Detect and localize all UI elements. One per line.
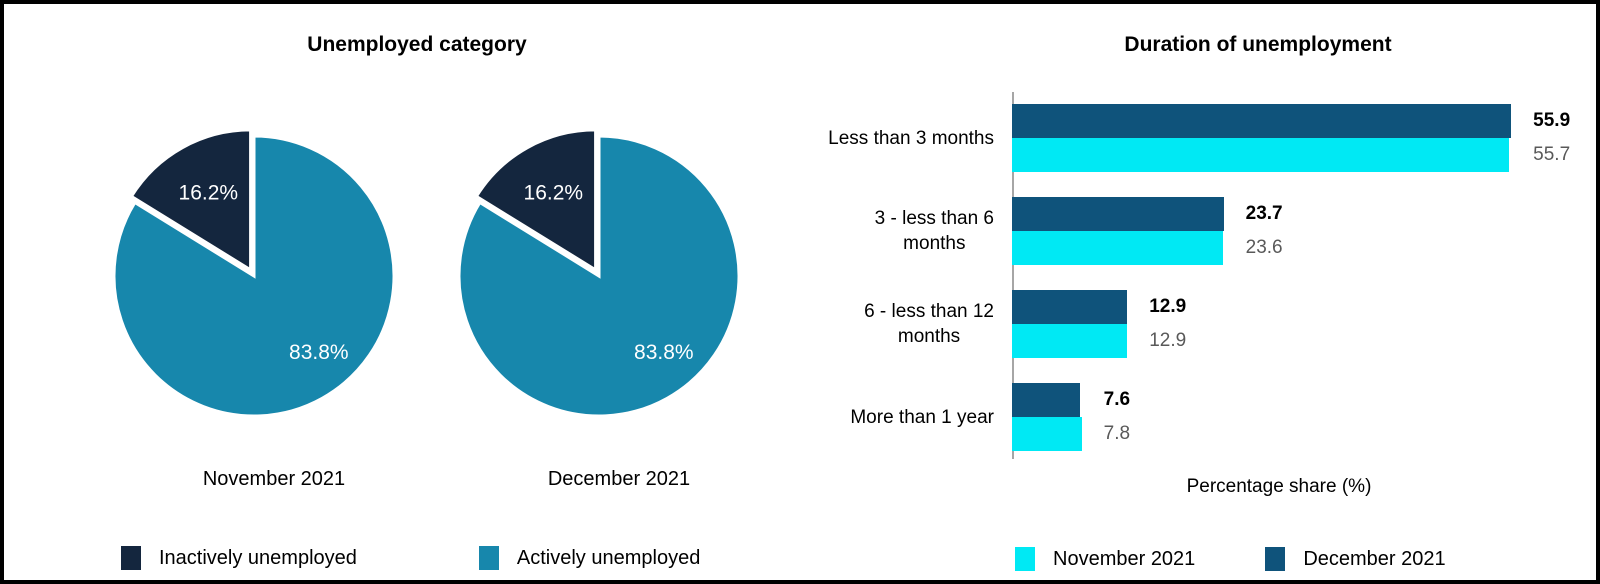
legend-item-november-2021: November 2021 bbox=[1015, 547, 1195, 571]
pie-november: 83.8% 16.2% November 2021 bbox=[104, 126, 404, 491]
bar-chart-panel: Duration of unemployment Less than 3 mon… bbox=[800, 4, 1596, 580]
bar-value-december-2021: 23.7 bbox=[1245, 203, 1283, 224]
bar-line: 12.9 bbox=[1012, 324, 1596, 358]
pie-slice-inactively-unemployed bbox=[129, 128, 253, 273]
bar-value-december-2021: 12.9 bbox=[1149, 296, 1187, 317]
bar-line: 23.7 bbox=[1012, 197, 1596, 231]
bar-line: 23.6 bbox=[1012, 231, 1596, 265]
bar-december-2021 bbox=[1012, 290, 1128, 324]
bar-value-november-2021: 55.7 bbox=[1533, 144, 1571, 165]
legend-item-december-2021: December 2021 bbox=[1265, 547, 1446, 571]
bar-november-2021 bbox=[1012, 324, 1128, 358]
bar-december-2021 bbox=[1012, 383, 1080, 417]
actively-unemployed-swatch bbox=[478, 546, 499, 570]
bar-line: 7.8 bbox=[1012, 417, 1596, 451]
legend-item-actively-unemployed: Actively unemployed bbox=[478, 546, 701, 570]
bar-chart-title: Duration of unemployment bbox=[1124, 33, 1392, 56]
pie-chart-title: Unemployed category bbox=[307, 33, 527, 56]
bar-line: 12.9 bbox=[1012, 290, 1596, 324]
bar-december-2021 bbox=[1012, 104, 1512, 138]
bar-december-2021 bbox=[1012, 197, 1224, 231]
november-2021-swatch bbox=[1015, 547, 1035, 571]
pie-slice-inactively-unemployed bbox=[474, 128, 598, 273]
bar-november-2021 bbox=[1012, 417, 1082, 451]
pie-label-inactively-unemployed: 16.2% bbox=[179, 182, 239, 205]
pie-slice-actively-unemployed bbox=[112, 134, 396, 418]
pie-december-caption: December 2021 bbox=[547, 468, 691, 490]
bar-value-november-2021: 12.9 bbox=[1149, 330, 1187, 351]
bar-row: 3 - less than 6 months 23.7 23.6 bbox=[800, 197, 1596, 265]
bar-november-2021 bbox=[1012, 231, 1223, 265]
bar-row: 6 - less than 12 months 12.9 12.9 bbox=[800, 290, 1596, 358]
pie-label-actively-unemployed: 83.8% bbox=[634, 341, 694, 364]
inactively-unemployed-swatch bbox=[121, 546, 141, 570]
category-label-text: 3 - less than 6 months bbox=[874, 208, 994, 254]
category-label-text: Less than 3 months bbox=[828, 127, 994, 149]
bar-pair: 7.6 7.8 bbox=[1012, 383, 1596, 451]
x-axis-label: Percentage share (%) bbox=[1186, 476, 1372, 497]
bar-value-november-2021: 7.8 bbox=[1103, 423, 1131, 444]
december-2021-label: December 2021 bbox=[1303, 547, 1446, 570]
bar-november-2021 bbox=[1012, 138, 1510, 172]
bar-value-november-2021: 23.6 bbox=[1245, 237, 1283, 258]
bar-line: 55.9 bbox=[1012, 104, 1596, 138]
december-2021-swatch bbox=[1265, 547, 1286, 571]
bar-pair: 23.7 23.6 bbox=[1012, 197, 1596, 265]
bar-row: Less than 3 months 55.9 55.7 bbox=[800, 104, 1596, 172]
category-label: Less than 3 months bbox=[800, 126, 1012, 151]
bar-legend: November 2021 December 2021 bbox=[1015, 547, 1596, 571]
pie-december-chart: 83.8% 16.2% bbox=[457, 128, 741, 418]
pie-group: 83.8% 16.2% November 2021 83.8% 16.2% Dece… bbox=[4, 126, 800, 491]
category-label: More than 1 year bbox=[800, 405, 1012, 430]
category-label-text: 6 - less than 12 months bbox=[864, 301, 994, 347]
bar-line: 7.6 bbox=[1012, 383, 1596, 417]
category-label: 6 - less than 12 months bbox=[800, 299, 1012, 349]
bar-row: More than 1 year 7.6 7.8 bbox=[800, 383, 1596, 451]
pie-label-inactively-unemployed: 16.2% bbox=[524, 182, 584, 205]
category-label: 3 - less than 6 months bbox=[800, 206, 1012, 256]
inactively-unemployed-label: Inactively unemployed bbox=[159, 546, 357, 569]
pie-november-caption: November 2021 bbox=[202, 468, 346, 490]
bar-value-december-2021: 7.6 bbox=[1103, 389, 1131, 410]
category-label-text: More than 1 year bbox=[850, 406, 994, 428]
pie-december: 83.8% 16.2% December 2021 bbox=[449, 126, 749, 491]
bar-pair: 55.9 55.7 bbox=[1012, 104, 1596, 172]
pie-chart-panel: Unemployed category 83.8% 16.2% November … bbox=[4, 4, 800, 580]
bar-line: 55.7 bbox=[1012, 138, 1596, 172]
actively-unemployed-label: Actively unemployed bbox=[516, 546, 701, 569]
duration-bar-chart: Less than 3 months 55.9 55.7 3 - less than … bbox=[800, 92, 1596, 459]
pie-label-actively-unemployed: 83.8% bbox=[289, 341, 349, 364]
y-axis-line bbox=[1012, 92, 1014, 459]
bar-value-december-2021: 55.9 bbox=[1533, 110, 1571, 131]
bar-pair: 12.9 12.9 bbox=[1012, 290, 1596, 358]
november-2021-label: November 2021 bbox=[1053, 547, 1196, 570]
pie-legend: Inactively unemployed Actively unemploye… bbox=[121, 546, 800, 570]
legend-item-inactively-unemployed: Inactively unemployed bbox=[121, 546, 357, 570]
pie-slice-actively-unemployed bbox=[457, 134, 741, 418]
pie-november-chart: 83.8% 16.2% bbox=[112, 128, 396, 418]
